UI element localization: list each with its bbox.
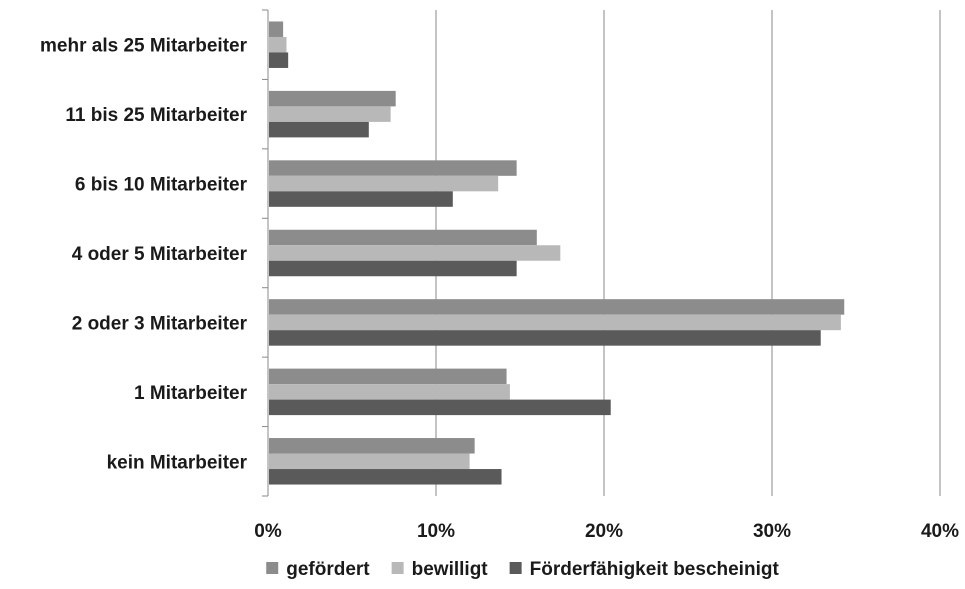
category-label: 11 bis 25 Mitarbeiter xyxy=(65,105,247,126)
legend-swatch xyxy=(266,562,279,574)
bar xyxy=(269,469,502,485)
bar xyxy=(269,160,517,176)
bar xyxy=(269,314,841,331)
bar xyxy=(269,453,470,470)
category-label: mehr als 25 Mitarbeiter xyxy=(40,36,248,57)
x-tick-label: 40% xyxy=(921,521,959,542)
x-tick-label: 0% xyxy=(254,521,282,542)
category-label: 1 Mitarbeiter xyxy=(134,383,248,404)
category-label: 2 oder 3 Mitarbeiter xyxy=(72,313,248,334)
x-tick-label: 10% xyxy=(417,521,455,542)
legend-item: Förderfähigkeit bescheinigt xyxy=(509,559,780,580)
category-label: kein Mitarbeiter xyxy=(107,452,248,473)
bars xyxy=(269,21,845,485)
legend-label: Förderfähigkeit bescheinigt xyxy=(530,559,780,580)
bar xyxy=(269,438,475,454)
bar xyxy=(269,21,284,37)
legend-item: gefördert xyxy=(266,559,370,580)
legend: gefördert bewilligt Förderfähigkeit besche… xyxy=(266,559,779,580)
category-label: 6 bis 10 Mitarbeiter xyxy=(75,175,248,196)
category-axis xyxy=(262,9,269,497)
legend-swatch xyxy=(391,562,404,574)
x-tick-label: 20% xyxy=(585,521,623,542)
category-labels: mehr als 25 Mitarbeiter 11 bis 25 Mitarbe… xyxy=(40,36,248,474)
x-tick-label: 30% xyxy=(753,521,791,542)
bar xyxy=(269,299,845,315)
bar xyxy=(269,90,396,107)
legend-label: gefördert xyxy=(286,559,370,580)
bar xyxy=(269,229,537,246)
bar xyxy=(269,384,510,400)
bar xyxy=(269,52,289,68)
x-tick-labels: 0% 10% 20% 30% 40% xyxy=(254,521,959,542)
legend-item: bewilligt xyxy=(391,559,489,580)
bar xyxy=(269,260,517,277)
bar xyxy=(269,191,453,207)
bar xyxy=(269,121,369,138)
category-label: 4 oder 5 Mitarbeiter xyxy=(72,244,248,265)
bar xyxy=(269,399,611,416)
bar xyxy=(269,36,287,53)
legend-label: bewilligt xyxy=(412,559,489,580)
legend-swatch xyxy=(509,562,522,574)
bar xyxy=(269,175,499,192)
bar xyxy=(269,106,391,122)
bar xyxy=(269,368,507,385)
bar xyxy=(269,330,821,346)
bar xyxy=(269,245,561,261)
